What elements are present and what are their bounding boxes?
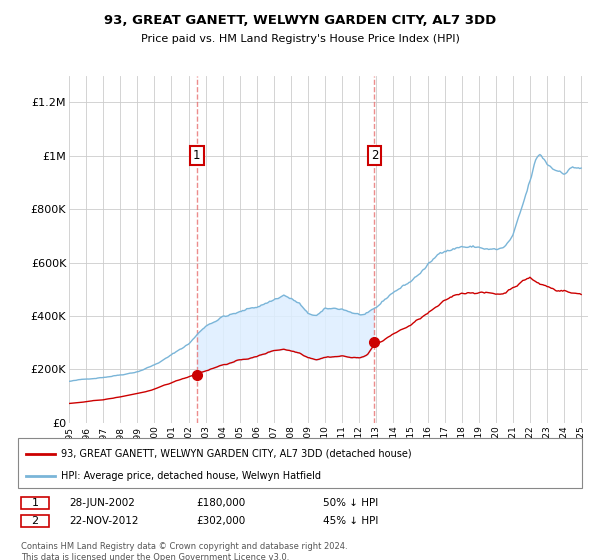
Text: 50% ↓ HPI: 50% ↓ HPI bbox=[323, 498, 378, 507]
Text: 1: 1 bbox=[193, 149, 200, 162]
Text: £302,000: £302,000 bbox=[196, 516, 245, 526]
Text: HPI: Average price, detached house, Welwyn Hatfield: HPI: Average price, detached house, Welw… bbox=[61, 470, 321, 480]
Text: 1: 1 bbox=[32, 498, 38, 507]
Text: Price paid vs. HM Land Registry's House Price Index (HPI): Price paid vs. HM Land Registry's House … bbox=[140, 34, 460, 44]
Text: 93, GREAT GANETT, WELWYN GARDEN CITY, AL7 3DD (detached house): 93, GREAT GANETT, WELWYN GARDEN CITY, AL… bbox=[61, 449, 412, 459]
Text: 22-NOV-2012: 22-NOV-2012 bbox=[70, 516, 139, 526]
Text: 2: 2 bbox=[371, 149, 378, 162]
Text: Contains HM Land Registry data © Crown copyright and database right 2024.
This d: Contains HM Land Registry data © Crown c… bbox=[20, 542, 347, 560]
Text: 45% ↓ HPI: 45% ↓ HPI bbox=[323, 516, 379, 526]
FancyBboxPatch shape bbox=[20, 497, 49, 508]
FancyBboxPatch shape bbox=[18, 437, 582, 488]
Text: £180,000: £180,000 bbox=[196, 498, 245, 507]
Text: 2: 2 bbox=[31, 516, 38, 526]
FancyBboxPatch shape bbox=[20, 515, 49, 527]
Text: 28-JUN-2002: 28-JUN-2002 bbox=[70, 498, 136, 507]
Text: 93, GREAT GANETT, WELWYN GARDEN CITY, AL7 3DD: 93, GREAT GANETT, WELWYN GARDEN CITY, AL… bbox=[104, 14, 496, 27]
